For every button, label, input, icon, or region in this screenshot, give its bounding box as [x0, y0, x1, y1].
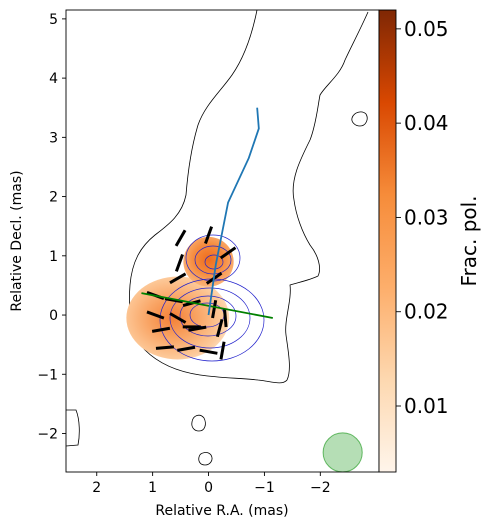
y-tick-label: 4	[49, 71, 58, 87]
inner-contour	[169, 287, 251, 349]
x-tick-label: 1	[148, 480, 157, 496]
inner-contour	[194, 245, 232, 275]
y-axis: −2 −1 0 1 2 3 4 5	[37, 12, 66, 443]
evpa-vector	[174, 229, 187, 247]
inner-contour	[179, 295, 237, 337]
y-tick-label: 5	[49, 12, 58, 28]
plot-background	[66, 10, 379, 472]
evpa-vector	[177, 345, 196, 352]
x-axis-label: Relative R.A. (mas)	[155, 503, 288, 519]
y-tick-label: 2	[49, 190, 58, 206]
colorbar-label: Frac. pol.	[457, 195, 481, 286]
evpa-vector	[215, 318, 224, 338]
evpa-vector	[146, 310, 165, 320]
evpa-vector	[199, 348, 218, 355]
green-line	[141, 292, 273, 319]
x-axis: 2 1 0 −1 −2	[92, 472, 331, 496]
evpa-vector	[174, 253, 184, 272]
outer-contour-small-3	[198, 452, 213, 466]
x-tick-label: 2	[92, 480, 101, 496]
y-tick-label: 1	[49, 249, 58, 265]
colorbar	[378, 9, 397, 473]
colorbar-tick-label: 0.05	[404, 17, 449, 41]
evpa-vector	[204, 226, 214, 245]
colorbar-ticks: 0.01 0.02 0.03 0.04 0.05	[396, 17, 449, 418]
evpa-vector	[151, 326, 171, 333]
plot-area	[66, 10, 379, 472]
x-tick-label: −1	[254, 480, 275, 496]
outer-contour-small-1	[351, 111, 368, 127]
colorbar-tick-label: 0.01	[404, 394, 449, 418]
evpa-vector	[223, 308, 228, 328]
colorbar-tick-label: 0.02	[404, 300, 449, 324]
y-tick-label: −2	[37, 427, 58, 443]
evpa-vector	[211, 299, 218, 319]
evpa-vector	[169, 272, 187, 285]
evpa-vector	[155, 345, 175, 350]
beam-ellipse	[322, 432, 363, 472]
y-tick-label: −1	[37, 367, 58, 383]
y-tick-label: 3	[49, 130, 58, 146]
x-tick-label: 0	[204, 480, 213, 496]
colorbar-tick-label: 0.03	[404, 205, 449, 229]
inner-contour	[204, 254, 224, 270]
jet-ridge-line	[207, 107, 260, 316]
colorbar-tick-label: 0.04	[404, 111, 449, 135]
outer-contour-small-2	[191, 414, 206, 432]
y-tick-label: 0	[49, 308, 58, 324]
evpa-vector	[219, 246, 237, 260]
evpa-vector	[169, 312, 187, 324]
evpa-vector	[219, 341, 226, 360]
outer-contour	[128, 10, 369, 384]
y-axis-label: Relative Decl. (mas)	[9, 170, 25, 311]
outer-contour-edge	[66, 409, 80, 447]
evpa-vector	[188, 325, 207, 332]
x-tick-label: −2	[310, 480, 331, 496]
